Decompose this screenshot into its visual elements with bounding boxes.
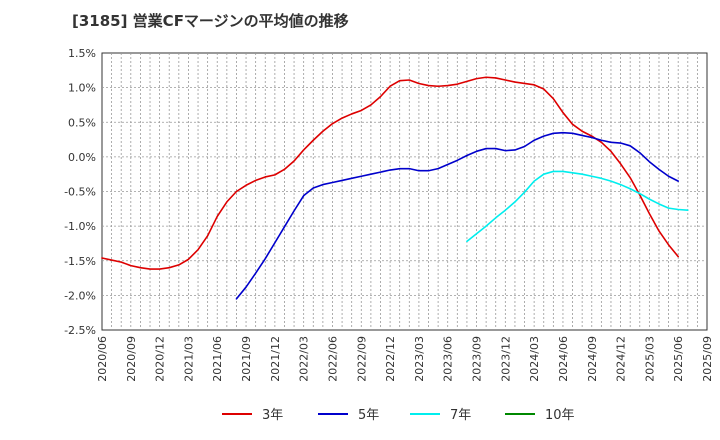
x-tick-label: 2022/06 — [326, 336, 339, 382]
y-tick-label: -2.5% — [64, 324, 96, 337]
x-tick-label: 2024/03 — [528, 336, 541, 382]
x-tick-label: 2023/03 — [413, 336, 426, 382]
x-tick-label: 2021/06 — [211, 336, 224, 382]
x-tick-label: 2025/06 — [672, 336, 685, 382]
y-tick-label: -0.5% — [64, 186, 96, 199]
x-tick-label: 2020/09 — [125, 336, 138, 382]
x-tick-label: 2022/09 — [355, 336, 368, 382]
x-tick-label: 2024/06 — [557, 336, 570, 382]
x-tick-label: 2024/12 — [615, 336, 628, 382]
series-line — [466, 170, 689, 243]
x-tick-label: 2020/06 — [96, 336, 109, 382]
x-tick-label: 2025/09 — [701, 336, 714, 382]
legend-label: 3年 — [262, 408, 283, 423]
x-tick-label: 2023/06 — [442, 336, 455, 382]
y-tick-label: -1.5% — [64, 255, 96, 268]
x-tick-label: 2021/09 — [240, 336, 253, 382]
y-tick-label: -1.0% — [64, 220, 96, 233]
series-line — [235, 131, 679, 300]
x-tick-label: 2021/03 — [182, 336, 195, 382]
x-tick-label: 2024/09 — [586, 336, 599, 382]
y-tick-label: 0.0% — [68, 151, 96, 164]
y-tick-label: 0.5% — [68, 116, 96, 129]
y-tick-label: 1.0% — [68, 82, 96, 95]
legend-label: 10年 — [545, 408, 575, 423]
x-tick-label: 2022/12 — [384, 336, 397, 382]
x-tick-label: 2021/12 — [269, 336, 282, 382]
plot-area — [101, 52, 708, 331]
chart-title: [3185] 営業CFマージンの平均値の推移 — [72, 12, 349, 30]
series-line — [101, 76, 679, 270]
x-tick-label: 2020/12 — [154, 336, 167, 382]
x-tick-label: 2023/12 — [499, 336, 512, 382]
x-tick-label: 2023/09 — [471, 336, 484, 382]
x-tick-label: 2025/03 — [643, 336, 656, 382]
legend-label: 7年 — [450, 408, 471, 423]
x-tick-label: 2022/03 — [298, 336, 311, 382]
y-tick-label: 1.5% — [68, 47, 96, 60]
legend-label: 5年 — [358, 408, 379, 423]
y-tick-label: -2.0% — [64, 289, 96, 302]
